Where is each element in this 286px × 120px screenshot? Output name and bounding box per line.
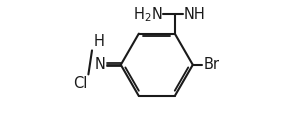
Text: Br: Br	[203, 57, 219, 72]
Text: Cl: Cl	[73, 76, 88, 91]
Text: H$_2$N: H$_2$N	[133, 5, 163, 24]
Text: N: N	[94, 57, 105, 72]
Text: H: H	[94, 34, 104, 49]
Text: NH: NH	[184, 7, 206, 22]
